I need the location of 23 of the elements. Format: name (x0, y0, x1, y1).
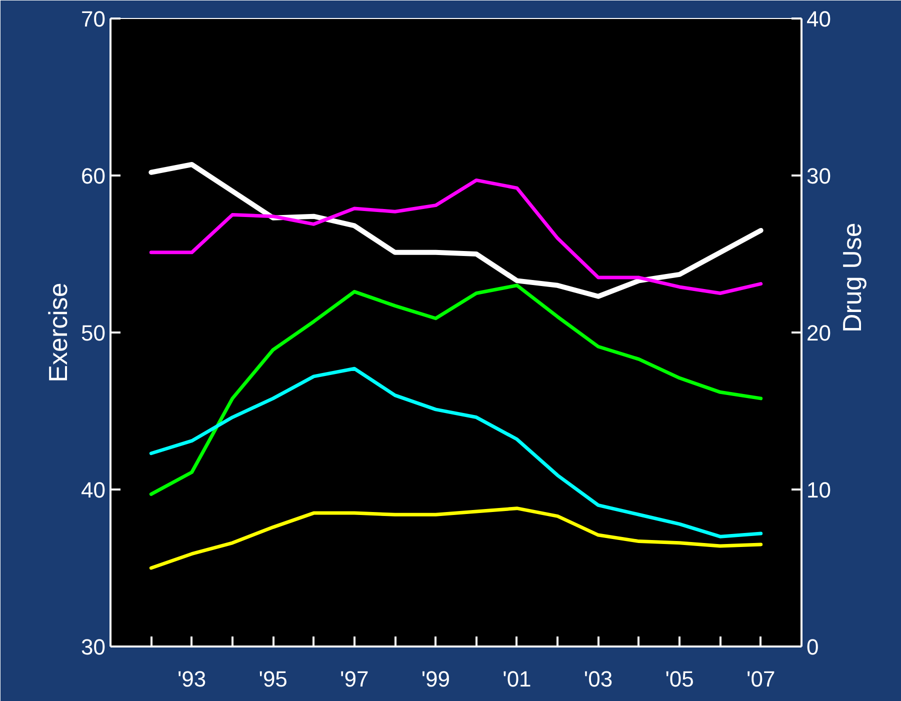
y-tick-label: 50 (81, 320, 106, 346)
x-tick-label: '99 (421, 666, 450, 692)
y-tick-label: 60 (81, 164, 106, 188)
x-tick-label: '95 (258, 666, 288, 692)
line-series (149, 506, 763, 570)
x-tick-label: '93 (177, 666, 206, 692)
x-tick-label: '07 (746, 666, 776, 692)
y2-tick-label: 10 (806, 478, 831, 502)
x-tick-label: '01 (502, 666, 532, 692)
y-tick-label: 30 (81, 634, 106, 660)
y2-tick-label: 0 (806, 634, 819, 660)
y-axis-title: Exercise (43, 282, 74, 382)
y-tick-label: 40 (81, 478, 106, 502)
x-tick-label: '97 (340, 666, 369, 692)
line-series (149, 284, 763, 496)
y-tick-label: 70 (81, 6, 106, 32)
y2-tick-label: 20 (806, 320, 831, 346)
x-tick-label: '05 (665, 666, 694, 692)
y2-tick-label: 40 (806, 6, 831, 32)
y2-axis-title: Drug Use (836, 222, 867, 332)
y2-tick-label: 30 (806, 164, 831, 188)
line-series (149, 366, 763, 538)
x-tick-label: '03 (584, 666, 613, 692)
